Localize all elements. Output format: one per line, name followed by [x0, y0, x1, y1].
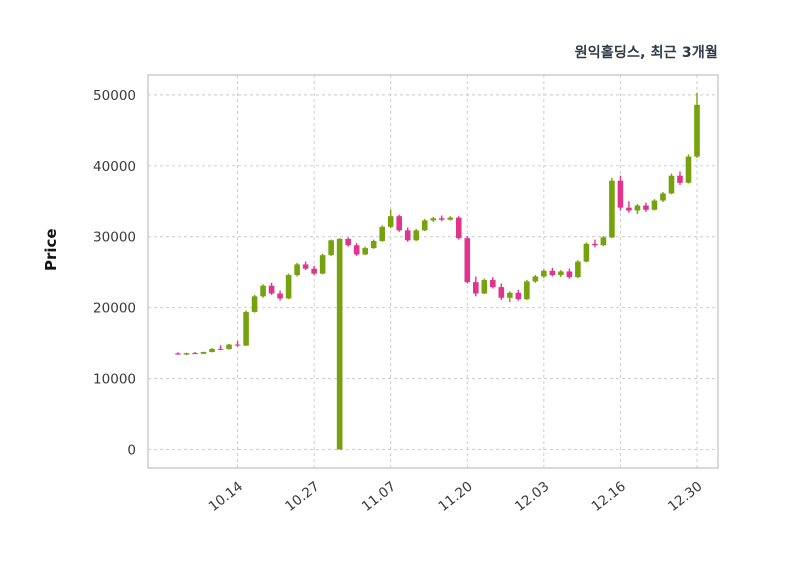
plot-border	[147, 74, 719, 469]
y-tick-label: 20000	[93, 301, 136, 317]
candle-body	[421, 220, 428, 231]
candle-body	[617, 180, 624, 208]
candle-body	[592, 243, 598, 246]
x-tick-label: 12.16	[589, 479, 629, 515]
y-tick-label: 30000	[93, 230, 136, 246]
candle-body	[302, 264, 309, 269]
candle-body	[234, 344, 241, 346]
candle-body	[336, 238, 343, 450]
candle-body	[634, 205, 641, 211]
candle-body	[651, 200, 658, 210]
candle-body	[311, 268, 317, 274]
y-tick-label: 50000	[93, 88, 136, 104]
y-tick-label: 10000	[93, 372, 136, 388]
candle-body	[260, 285, 266, 297]
candle-body	[294, 264, 300, 276]
x-tick-label: 11.20	[435, 479, 475, 515]
candle-body	[668, 175, 675, 194]
candle-body	[200, 352, 207, 354]
candle-body	[558, 271, 564, 276]
x-tick-label: 12.03	[512, 479, 552, 515]
candle-body	[226, 344, 232, 350]
candle-body	[217, 348, 224, 350]
candle-body	[549, 270, 556, 276]
candle-body	[532, 276, 539, 282]
candle-body	[319, 255, 326, 274]
candle-body	[268, 285, 275, 294]
candle-body	[464, 238, 471, 283]
candle-body	[413, 230, 420, 241]
candle-body	[430, 218, 437, 221]
candle-body	[175, 353, 181, 355]
candle-body	[472, 282, 479, 294]
candle-body	[498, 287, 505, 298]
candle-body	[600, 237, 607, 246]
candle-body	[575, 261, 581, 278]
y-tick-label: 40000	[93, 159, 136, 175]
x-tick-label: 11.07	[359, 479, 399, 515]
x-tick-label: 10.27	[282, 479, 322, 515]
candle-body	[566, 271, 573, 278]
candle-body	[685, 156, 692, 183]
candle-body	[328, 240, 334, 256]
candle-body	[362, 248, 368, 255]
candle-body	[524, 281, 530, 300]
candle-body	[490, 280, 496, 288]
candle-body	[515, 292, 522, 300]
candle-body	[243, 311, 249, 346]
candle-body	[277, 293, 283, 299]
candle-body	[481, 280, 488, 294]
x-tick-label: 12.30	[665, 479, 705, 515]
candle-body	[251, 296, 258, 312]
candle-body	[183, 353, 190, 355]
candle-body	[379, 226, 385, 241]
candle-body	[541, 270, 547, 277]
candle-body	[345, 238, 351, 246]
candle-body	[694, 104, 700, 157]
candle-body	[438, 218, 445, 220]
candle-body	[447, 217, 454, 220]
plot-area	[148, 75, 718, 468]
candle-body	[626, 207, 632, 211]
candle-body	[370, 240, 377, 249]
candle-body	[209, 348, 215, 353]
x-tick-label: 10.14	[206, 479, 246, 515]
candle-body	[609, 180, 615, 238]
candle-body	[583, 243, 590, 262]
candle-body	[660, 193, 666, 201]
candle-body	[677, 175, 683, 183]
candle-body	[396, 216, 403, 231]
candle-body	[455, 217, 462, 239]
candle-body	[404, 230, 411, 241]
candle-body	[387, 216, 394, 227]
y-tick-label: 0	[127, 443, 136, 459]
chart-title: 원익홀딩스, 최근 3개월	[574, 45, 718, 61]
candle-body	[507, 292, 513, 298]
candle-body	[353, 245, 360, 255]
candle-body	[192, 353, 198, 355]
candle-body	[285, 275, 292, 299]
candle-body	[643, 205, 649, 210]
